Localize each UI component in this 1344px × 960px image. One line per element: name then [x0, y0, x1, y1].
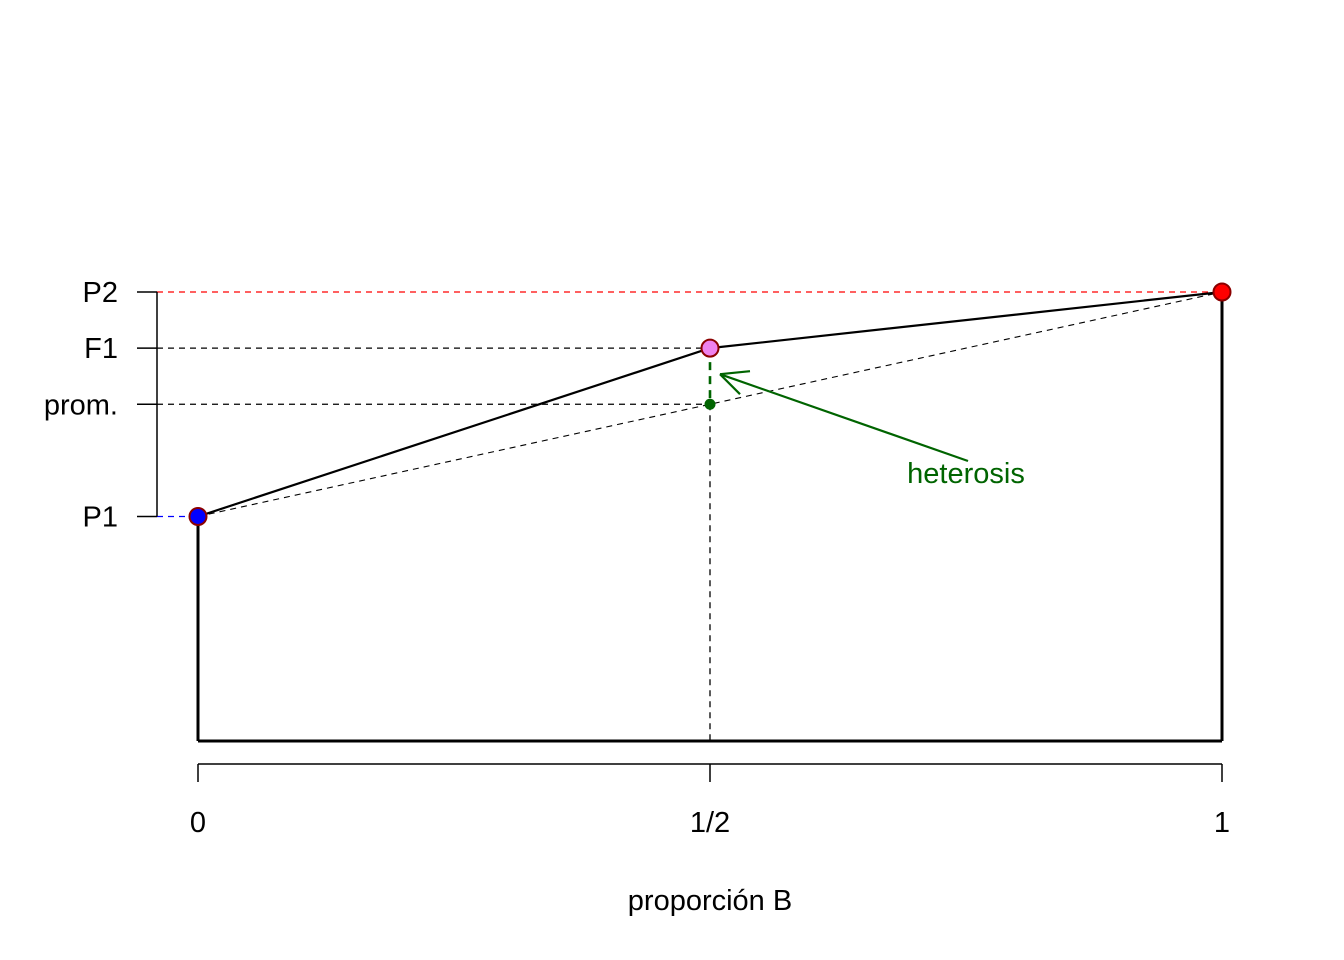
midparent-diagonal: [197, 291, 1223, 518]
heterosis-arrow-head-lower: [719, 373, 741, 395]
midparent-point: [704, 398, 716, 410]
x-tick-label-1: 1/2: [690, 807, 730, 839]
heterosis-arrow-head-upper: [719, 370, 751, 376]
y-tick-label-0: P2: [83, 277, 118, 309]
heterosis-arrow-shaft: [719, 373, 969, 463]
point-f1: [700, 338, 720, 358]
x-axis-label: proporción B: [628, 885, 792, 917]
y-tick-label-3: P1: [83, 502, 118, 534]
data-points: [188, 282, 1232, 526]
y-tick-label-2: prom.: [44, 389, 118, 421]
reference-lines: [157, 291, 1223, 741]
point-p2: [1212, 282, 1232, 302]
y-axis: P2 F1 prom. P1: [44, 277, 158, 534]
point-p1: [188, 507, 208, 526]
annotations: heterosis: [719, 370, 1025, 490]
x-axis: 0 1/2 1: [190, 763, 1230, 839]
y-tick-label-1: F1: [84, 333, 118, 365]
x-tick-label-2: 1: [1214, 807, 1230, 839]
x-tick-label-0: 0: [190, 807, 206, 839]
heterosis-label: heterosis: [907, 458, 1025, 490]
